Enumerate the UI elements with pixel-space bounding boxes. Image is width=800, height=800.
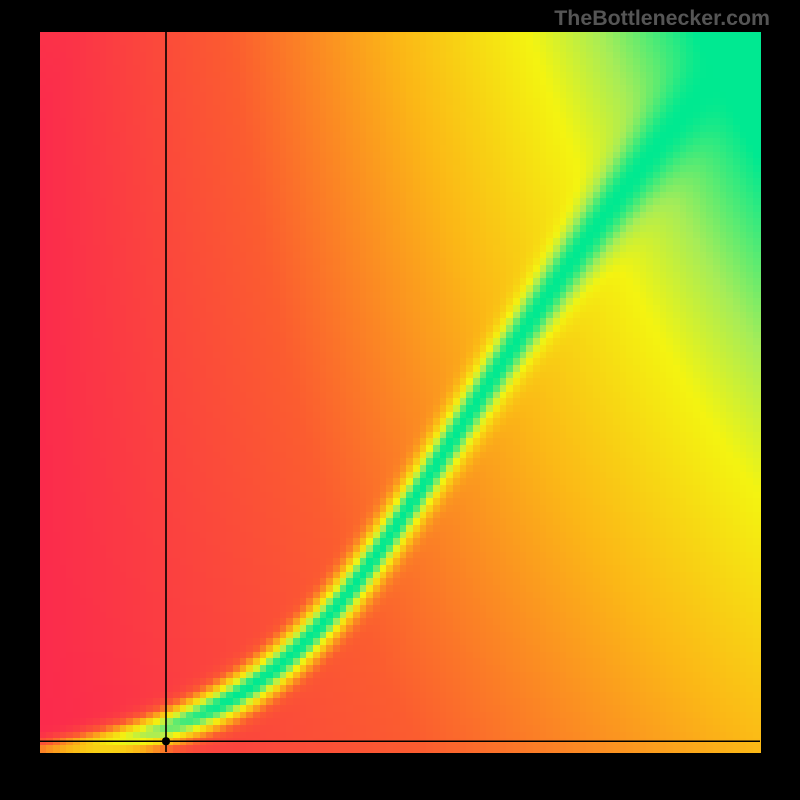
heatmap-canvas bbox=[0, 0, 800, 800]
chart-container: TheBottlenecker.com bbox=[0, 0, 800, 800]
attribution-text: TheBottlenecker.com bbox=[554, 6, 770, 31]
